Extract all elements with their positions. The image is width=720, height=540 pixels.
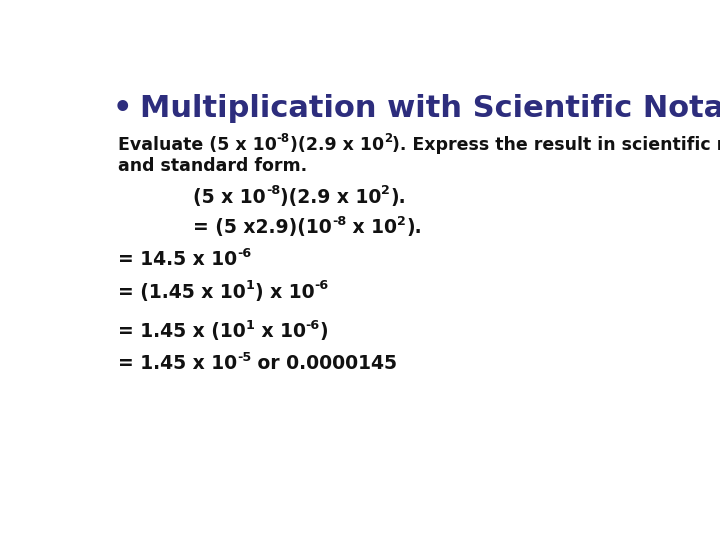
Text: and standard form.: and standard form. [118, 157, 307, 175]
Text: = (1.45 x 10: = (1.45 x 10 [118, 282, 246, 302]
Text: x 10: x 10 [255, 322, 305, 341]
Text: )(2.9 x 10: )(2.9 x 10 [280, 188, 382, 207]
Text: = (5 x2.9)(10: = (5 x2.9)(10 [193, 218, 332, 237]
Text: -6: -6 [237, 247, 251, 260]
Text: ) x 10: ) x 10 [255, 282, 314, 302]
Text: ): ) [320, 322, 328, 341]
Text: 2: 2 [382, 184, 390, 198]
Text: = 1.45 x (10: = 1.45 x (10 [118, 322, 246, 341]
Text: ).: ). [390, 188, 406, 207]
Text: or 0.0000145: or 0.0000145 [251, 354, 397, 373]
Text: 1: 1 [246, 319, 255, 332]
Text: 2: 2 [384, 132, 392, 145]
Text: = 1.45 x 10: = 1.45 x 10 [118, 354, 237, 373]
Text: 2: 2 [397, 215, 406, 228]
Text: Multiplication with Scientific Notation: Multiplication with Scientific Notation [140, 94, 720, 123]
Text: -8: -8 [276, 132, 290, 145]
Text: x 10: x 10 [346, 218, 397, 237]
Text: 1: 1 [246, 279, 255, 292]
Text: (5 x 10: (5 x 10 [193, 188, 266, 207]
Text: )(2.9 x 10: )(2.9 x 10 [290, 136, 384, 154]
Text: -5: -5 [237, 350, 251, 364]
Text: -8: -8 [332, 215, 346, 228]
Text: -8: -8 [266, 184, 280, 198]
Text: ). Express the result in scientific notation: ). Express the result in scientific nota… [392, 136, 720, 154]
Text: -6: -6 [305, 319, 320, 332]
Text: = 14.5 x 10: = 14.5 x 10 [118, 250, 237, 269]
Text: Evaluate (5 x 10: Evaluate (5 x 10 [118, 136, 276, 154]
Text: ).: ). [406, 218, 422, 237]
Text: -6: -6 [314, 279, 328, 292]
Text: •: • [112, 94, 132, 123]
